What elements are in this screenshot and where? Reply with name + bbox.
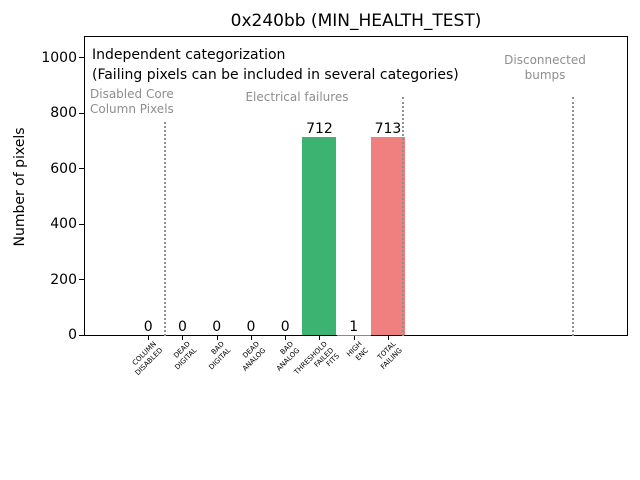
bar bbox=[370, 137, 405, 335]
y-tick-label: 0 bbox=[68, 327, 77, 343]
y-tick-mark bbox=[79, 168, 84, 169]
y-tick-mark bbox=[79, 334, 84, 336]
x-tick-mark bbox=[182, 336, 184, 340]
x-tick-mark bbox=[387, 336, 389, 340]
x-tick-mark bbox=[353, 336, 355, 340]
bar-value-label: 712 bbox=[306, 121, 333, 138]
y-tick-label: 600 bbox=[50, 160, 77, 177]
y-tick-label: 400 bbox=[50, 216, 77, 232]
bar-value-label: 0 bbox=[177, 319, 187, 335]
y-tick-label: 800 bbox=[50, 105, 77, 121]
section-label-electrical-failures: Electrical failures bbox=[245, 90, 349, 104]
y-tick-label: 200 bbox=[50, 271, 77, 288]
annotation-line-1: Independent categorization bbox=[92, 47, 286, 63]
x-tick-label: DEAD ANALOG bbox=[240, 340, 267, 373]
y-tick-mark bbox=[79, 279, 84, 280]
x-tick-mark bbox=[216, 336, 218, 340]
y-axis-label: Number of pixels bbox=[12, 127, 28, 247]
annotation-line-2: (Failing pixels can be included in sever… bbox=[92, 67, 459, 83]
bar-value-label: 0 bbox=[280, 319, 290, 335]
bar-value-label: 0 bbox=[143, 319, 153, 335]
x-tick-label: BAD DIGITAL bbox=[207, 340, 233, 372]
x-tick-mark bbox=[250, 336, 252, 340]
y-tick-mark bbox=[79, 57, 84, 58]
bar bbox=[302, 137, 337, 335]
section-label-disabled-core-column-pixels: Disabled Core Column Pixels bbox=[90, 87, 174, 116]
x-tick-label: HIGH ENC bbox=[344, 340, 370, 362]
section-separator-dotted-line bbox=[572, 97, 574, 336]
bar-value-label: 713 bbox=[374, 121, 402, 138]
x-tick-label: THRESHOLD FAILED FITS bbox=[292, 340, 342, 377]
section-separator-dotted-line bbox=[164, 122, 166, 336]
y-tick-mark bbox=[79, 223, 84, 225]
x-tick-label: TOTAL FAILING bbox=[376, 340, 404, 371]
y-tick-label: 1000 bbox=[41, 49, 77, 66]
x-tick-mark bbox=[319, 336, 321, 340]
x-tick-label: COLUMN DISABLED bbox=[130, 340, 164, 377]
x-tick-mark bbox=[285, 336, 287, 340]
chart-title: 0x240bb (MIN_HEALTH_TEST) bbox=[230, 11, 482, 31]
x-tick-mark bbox=[148, 336, 150, 340]
bar-value-label: 0 bbox=[246, 319, 256, 335]
section-label-disconnected-bumps: Disconnected bumps bbox=[504, 53, 586, 82]
section-separator-dotted-line bbox=[401, 97, 404, 336]
bar-value-label: 1 bbox=[349, 318, 359, 335]
bar-value-label: 0 bbox=[212, 319, 222, 335]
x-tick-label: DEAD DIGITAL bbox=[172, 340, 199, 372]
plot-area bbox=[84, 36, 628, 336]
y-tick-mark bbox=[79, 112, 84, 114]
